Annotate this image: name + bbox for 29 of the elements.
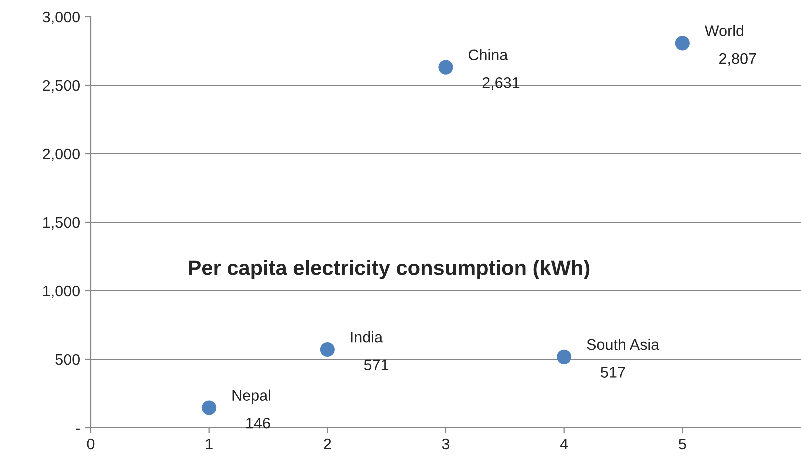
y-tick-label: 2,000 [43, 148, 80, 162]
text: 571 [364, 360, 389, 371]
text: 517 [601, 367, 626, 378]
text: 2,631 [482, 78, 520, 90]
annotation: South Asia [587, 338, 660, 350]
text: 146 [246, 418, 270, 429]
text: Per capita electricity consumption (kWh) [189, 260, 590, 280]
x-tick-label: 2 [324, 438, 332, 450]
annotation: China [469, 49, 508, 61]
y-tick-label: 500 [56, 354, 80, 366]
text: 2,807 [720, 53, 756, 66]
x-tick-label: 5 [679, 438, 686, 450]
x-tick-label: 3 [442, 438, 450, 450]
y-tick-label: - [76, 428, 80, 430]
x-tick-label: 1 [206, 438, 213, 450]
annotation: World [704, 25, 744, 36]
annotation: Nepal [232, 390, 270, 404]
point [202, 400, 217, 416]
y-tick-label: 1,500 [44, 217, 80, 230]
y-tick-label: 2,500 [43, 80, 80, 93]
y-tick-label: 1,000 [44, 286, 80, 298]
point [438, 60, 454, 75]
y-tick-label: 3,000 [42, 12, 80, 24]
x-tick-label: 4 [560, 438, 568, 450]
point [320, 342, 335, 358]
point [557, 350, 572, 364]
annotation: India [351, 332, 384, 343]
x-tick-label: 0 [87, 438, 95, 450]
point [675, 36, 690, 51]
